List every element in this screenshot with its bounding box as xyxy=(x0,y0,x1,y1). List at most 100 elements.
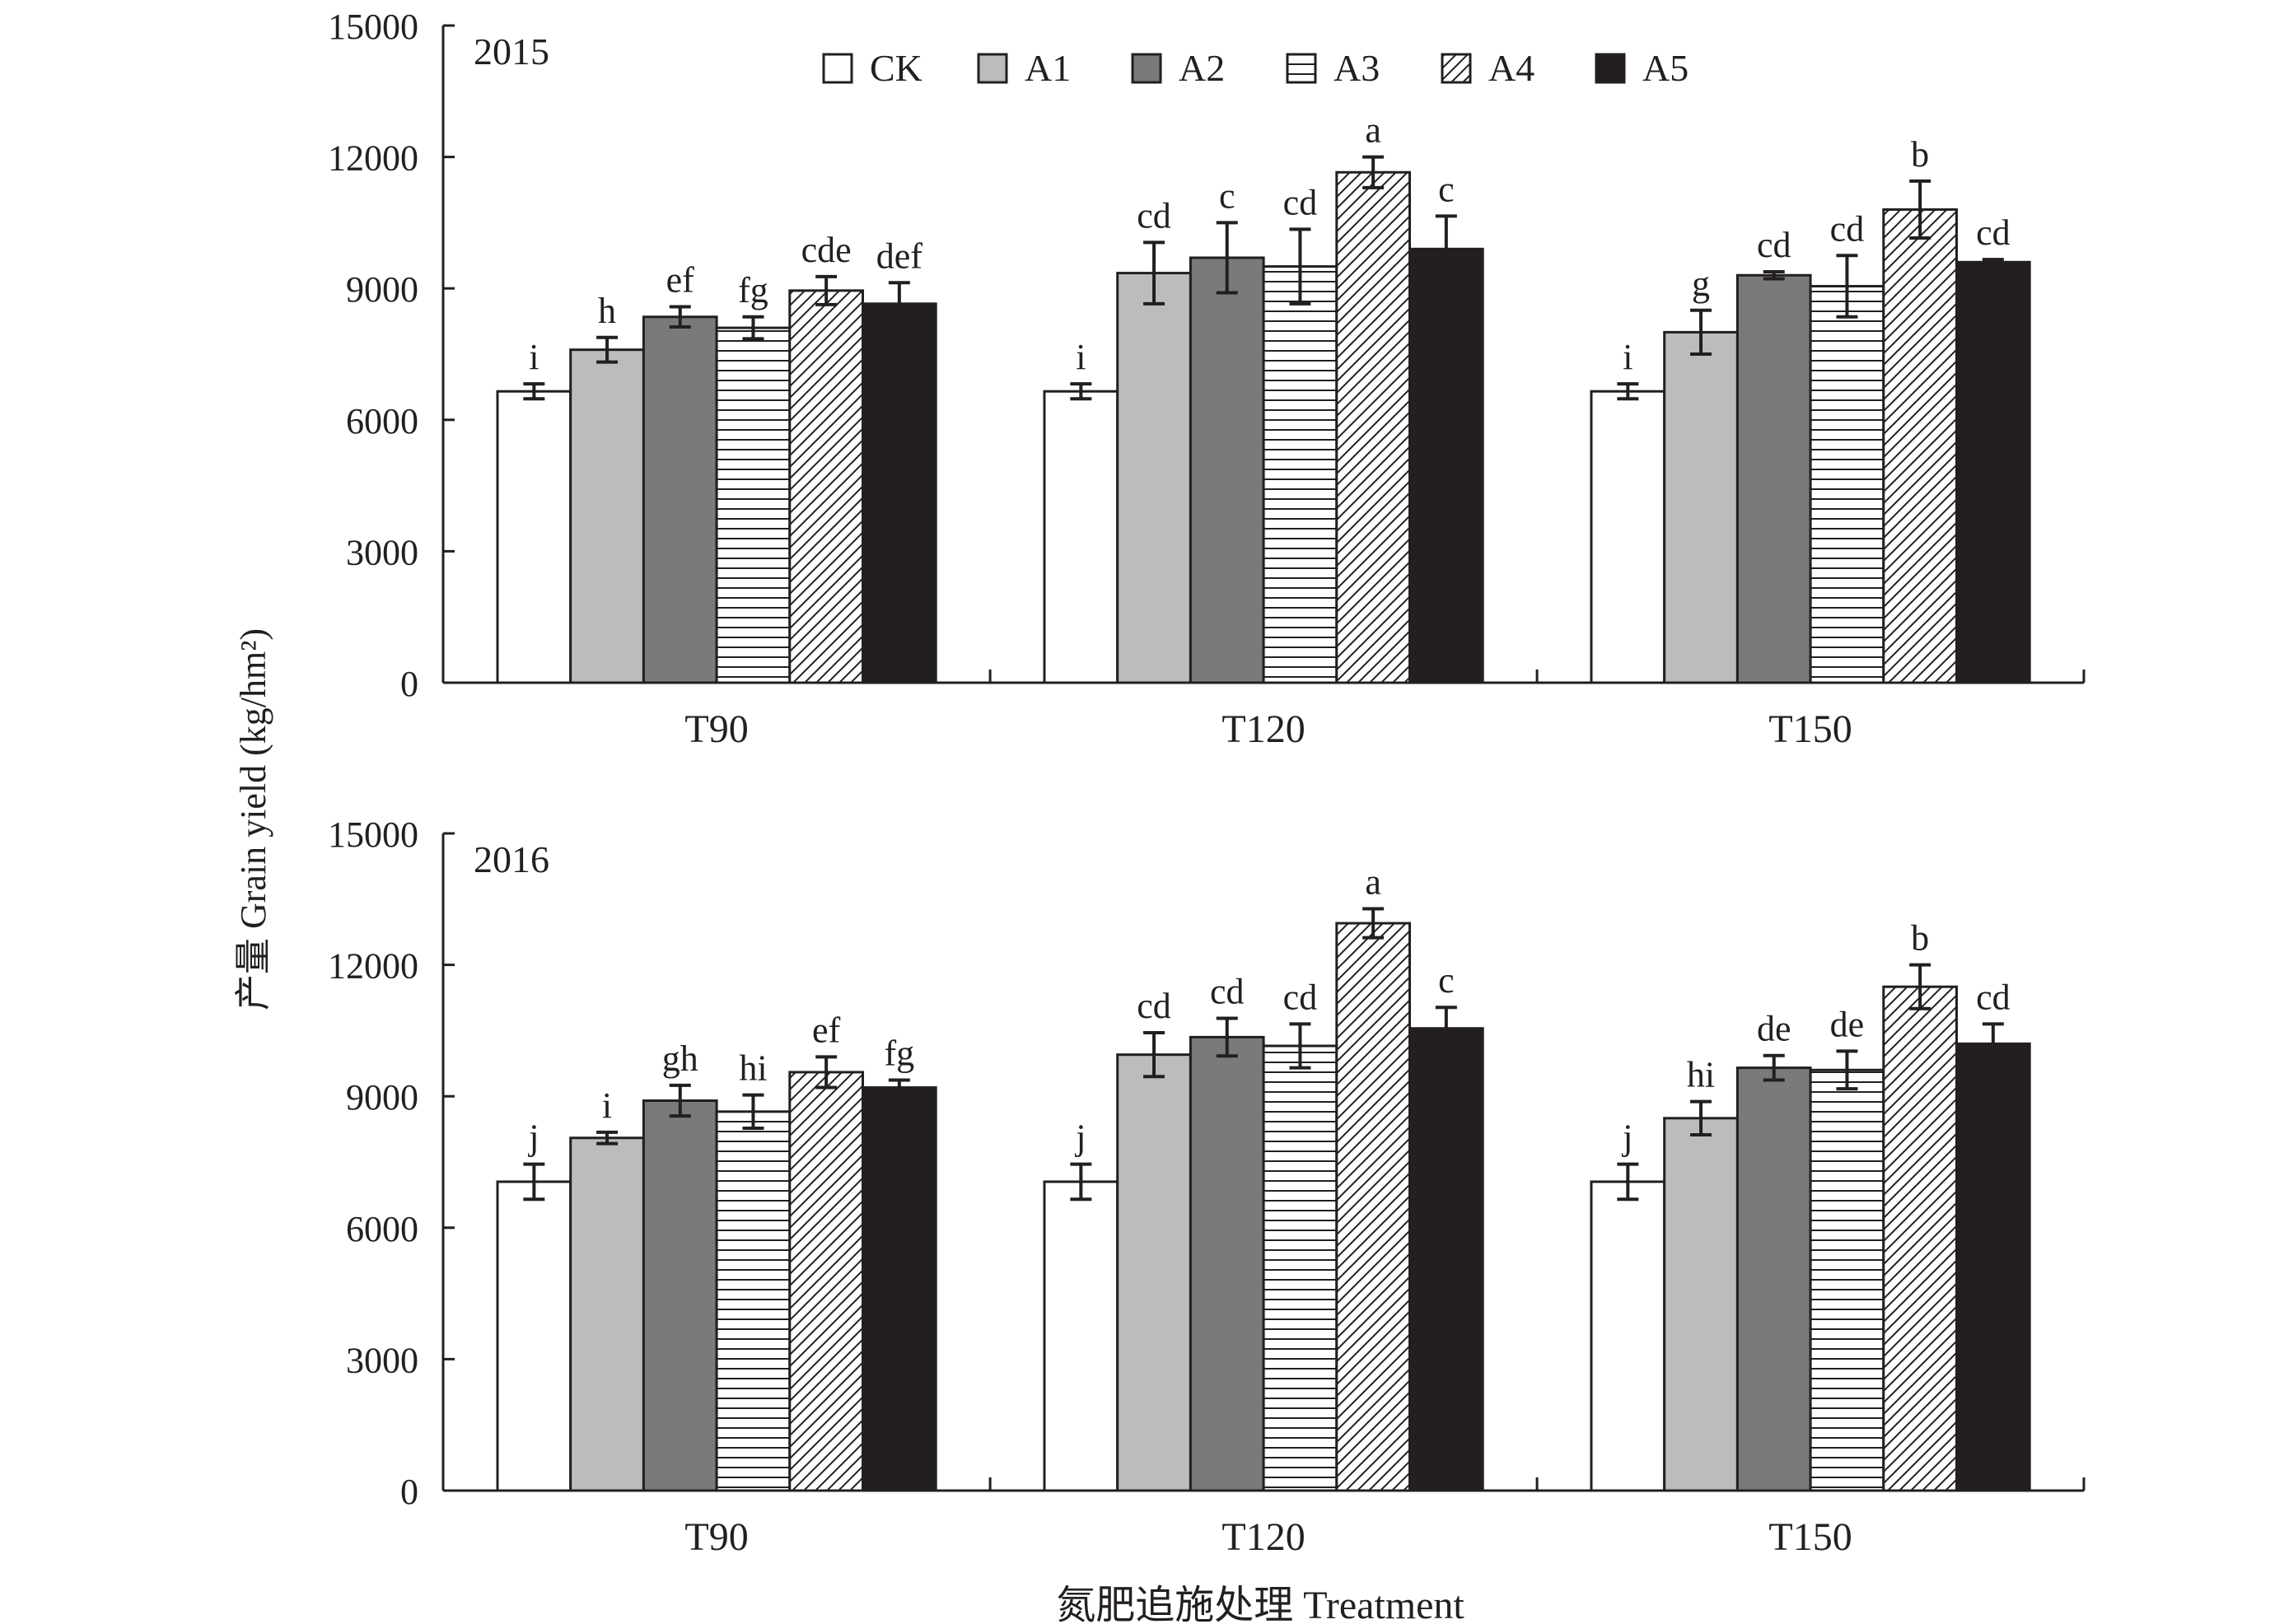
y-axis-label: 产量 Grain yield (kg/hm²) xyxy=(233,628,273,1010)
x-axis-label: 氮肥追施处理 Treatment xyxy=(1056,1584,1464,1624)
error-bar-2015-T150-CK xyxy=(1617,382,1639,401)
error-bar-2015-T120-CK xyxy=(1070,382,1092,401)
significance-letter-2016-T90-A5: fg xyxy=(885,1034,915,1074)
bar-2016-T90-A4 xyxy=(788,1071,864,1492)
error-bar-2016-T150-A3 xyxy=(1836,1049,1858,1091)
bar-2015-T120-A5 xyxy=(1408,247,1484,684)
significance-letter-2016-T150-A4: b xyxy=(1911,918,1929,959)
error-bar-2015-T90-CK xyxy=(523,382,545,401)
bar-2015-T90-A4 xyxy=(788,289,864,684)
significance-letter-2016-T120-A2: cd xyxy=(1210,972,1245,1012)
error-bar-2015-T120-A4 xyxy=(1362,155,1385,189)
bar-2016-T150-A4 xyxy=(1882,985,1959,1492)
legend-swatch-A4 xyxy=(1441,53,1472,84)
error-bar-2016-T150-CK xyxy=(1617,1162,1639,1202)
error-bar-2016-T120-CK xyxy=(1070,1162,1092,1202)
significance-letter-2015-T150-A4: b xyxy=(1911,134,1929,175)
legend-swatch-A3 xyxy=(1286,53,1317,84)
legend-swatch-A5 xyxy=(1595,53,1626,84)
error-bar-2016-T120-A4 xyxy=(1362,907,1385,940)
significance-letter-2016-T150-A1: hi xyxy=(1687,1055,1715,1095)
significance-letter-2015-T90-A5: def xyxy=(876,236,923,276)
bar-2015-T90-A5 xyxy=(862,302,937,684)
y-tick-label-2015-0: 0 xyxy=(400,664,418,704)
bar-2015-T150-CK xyxy=(1590,390,1666,684)
legend-label-A2: A2 xyxy=(1179,47,1225,89)
error-bar-2016-T90-A2 xyxy=(669,1083,691,1118)
legend-swatch-CK xyxy=(822,53,853,84)
significance-letter-2016-T120-A5: c xyxy=(1438,960,1455,1001)
significance-letter-2015-T90-A1: h xyxy=(598,291,616,331)
bar-2016-T120-A2 xyxy=(1189,1035,1265,1492)
bar-2016-T90-A1 xyxy=(569,1136,645,1492)
y-tick-label-2015-15000: 15000 xyxy=(328,7,418,47)
error-bar-2016-T90-A4 xyxy=(815,1055,838,1090)
significance-letter-2015-T90-CK: i xyxy=(529,337,539,377)
bar-2015-T150-A4 xyxy=(1882,208,1959,684)
significance-letter-2015-T150-A2: cd xyxy=(1757,225,1791,265)
significance-letter-2015-T150-A5: cd xyxy=(1976,212,2011,253)
significance-letter-2016-T150-A5: cd xyxy=(1976,977,2011,1017)
bar-2015-T150-A5 xyxy=(1955,260,2031,684)
bar-2016-T90-A5 xyxy=(862,1086,937,1492)
category-label-2016-T120: T120 xyxy=(1221,1515,1305,1559)
error-bar-2016-T120-A5 xyxy=(1435,1006,1457,1052)
bar-2015-T120-A1 xyxy=(1116,272,1192,684)
error-bar-2015-T150-A4 xyxy=(1909,179,1931,240)
bar-2016-T90-CK xyxy=(496,1180,572,1492)
error-bar-2015-T150-A2 xyxy=(1763,269,1785,281)
bar-2016-T120-A5 xyxy=(1408,1027,1484,1492)
error-bar-2016-T150-A4 xyxy=(1909,963,1931,1010)
bar-2016-T150-CK xyxy=(1590,1180,1666,1492)
bar-2015-T120-A4 xyxy=(1335,170,1412,684)
bar-2015-T90-A3 xyxy=(715,326,792,684)
bar-2016-T90-A3 xyxy=(715,1110,792,1492)
error-bar-2015-T120-A2 xyxy=(1216,221,1238,295)
y-tick-label-2016-15000: 15000 xyxy=(328,814,418,855)
significance-letter-2016-T90-A2: gh xyxy=(662,1038,698,1079)
y-tick-label-2016-0: 0 xyxy=(400,1472,418,1512)
error-bar-2015-T90-A4 xyxy=(815,274,838,306)
significance-letter-2016-T90-A4: ef xyxy=(812,1010,841,1050)
error-bar-2016-T150-A2 xyxy=(1763,1053,1785,1082)
y-tick-label-2015-6000: 6000 xyxy=(346,401,418,441)
significance-letter-2016-T120-CK: j xyxy=(1074,1118,1086,1158)
bar-2016-T150-A3 xyxy=(1809,1068,1885,1492)
bar-2015-T120-A2 xyxy=(1189,256,1265,684)
error-bar-2015-T90-A2 xyxy=(669,305,691,329)
bar-2015-T90-A1 xyxy=(569,348,645,684)
significance-letter-2016-T120-A4: a xyxy=(1365,862,1381,903)
significance-letter-2015-T150-CK: i xyxy=(1623,337,1632,377)
legend-label-A5: A5 xyxy=(1642,47,1688,89)
significance-letter-2016-T120-A1: cd xyxy=(1137,986,1171,1026)
bar-2016-T150-A5 xyxy=(1955,1042,2031,1492)
legend: CK A1 A2 A3 A4 A5 xyxy=(822,47,1688,89)
significance-letter-2015-T120-CK: i xyxy=(1076,337,1086,377)
error-bar-2016-T150-A5 xyxy=(1982,1022,2004,1066)
y-tick-label-2015-9000: 9000 xyxy=(346,269,418,310)
significance-letter-2016-T150-CK: j xyxy=(1621,1118,1632,1158)
panel-title-2015: 2015 xyxy=(474,30,549,72)
y-tick-label-2015-3000: 3000 xyxy=(346,532,418,572)
error-bar-2016-T120-A1 xyxy=(1143,1031,1165,1079)
y-tick-label-2016-12000: 12000 xyxy=(328,946,418,987)
significance-letter-2015-T90-A3: fg xyxy=(738,270,768,310)
bar-2016-T120-CK xyxy=(1043,1180,1119,1492)
error-bar-2015-T150-A1 xyxy=(1690,308,1712,356)
bar-2016-T90-A2 xyxy=(642,1099,718,1492)
bar-2015-T150-A1 xyxy=(1663,330,1739,684)
y-tick-label-2015-12000: 12000 xyxy=(328,138,418,179)
error-bar-2016-T120-A2 xyxy=(1216,1016,1238,1058)
significance-letter-2015-T150-A3: cd xyxy=(1830,208,1865,249)
significance-letter-2015-T150-A1: g xyxy=(1692,264,1710,304)
error-bar-2016-T150-A1 xyxy=(1690,1099,1712,1137)
significance-letter-2016-T90-CK: j xyxy=(527,1118,539,1158)
error-bar-2015-T90-A5 xyxy=(888,281,910,327)
significance-letter-2015-T120-A3: cd xyxy=(1283,182,1318,222)
error-bar-2016-T90-CK xyxy=(523,1162,545,1202)
error-bar-2015-T90-A1 xyxy=(596,335,619,364)
bar-2016-T120-A3 xyxy=(1262,1044,1338,1492)
